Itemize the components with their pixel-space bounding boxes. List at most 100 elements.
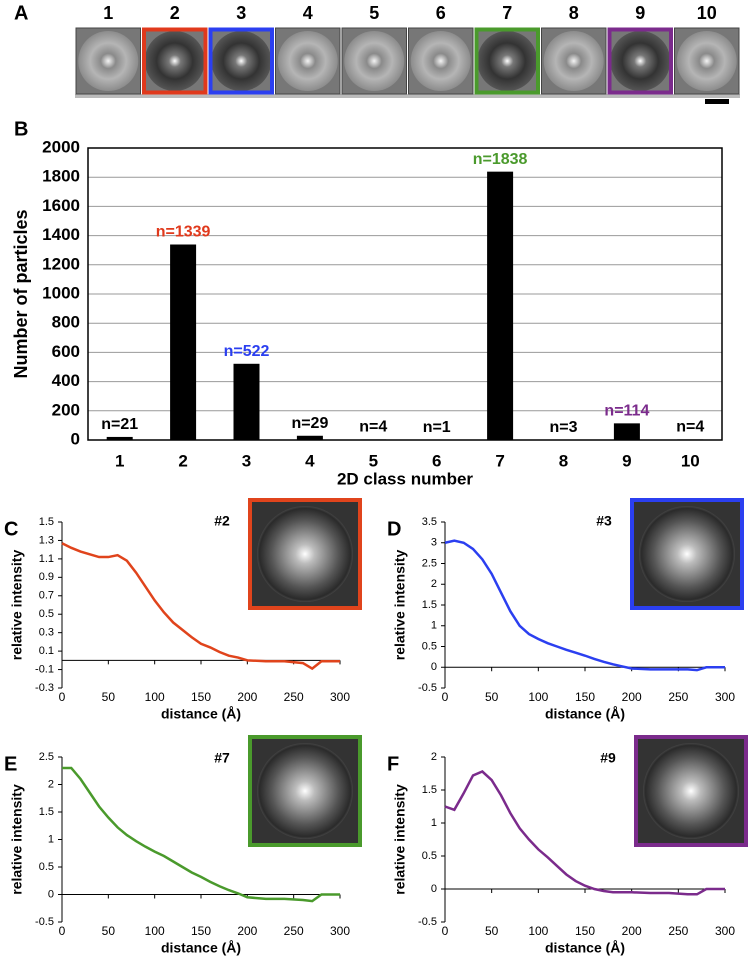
x-axis-title: 2D class number (337, 469, 473, 488)
x-tick-label: 250 (668, 690, 688, 704)
inset-average (639, 506, 735, 602)
y-tick-label: 1.5 (422, 784, 437, 796)
image-number: 5 (369, 3, 379, 23)
inset-average (643, 743, 739, 839)
y-tick-label: 0.1 (39, 645, 54, 657)
x-axis-title: distance (Å) (545, 940, 625, 956)
x-tick-label: 150 (191, 690, 211, 704)
value-label: n=114 (604, 403, 649, 420)
scale-bar (705, 99, 729, 104)
y-tick-label: 0 (431, 883, 437, 895)
y-tick-label: 0.5 (422, 640, 437, 652)
x-tick-label: 50 (485, 690, 499, 704)
class-image (477, 31, 537, 91)
image-number: 8 (569, 3, 579, 23)
x-tick-label: 0 (442, 690, 449, 704)
x-tick-label: 3 (242, 451, 251, 470)
bar (487, 172, 513, 440)
class-image (677, 31, 737, 91)
x-axis-title: distance (Å) (161, 706, 241, 722)
y-tick-label: 200 (52, 400, 80, 419)
x-tick-label: 150 (575, 690, 595, 704)
bar (614, 423, 640, 440)
image-number: 3 (236, 3, 246, 23)
class-image (145, 31, 205, 91)
y-tick-label: 1 (431, 620, 437, 632)
y-tick-label: 1 (48, 833, 54, 845)
x-tick-label: 10 (681, 451, 700, 470)
y-tick-label: 0.5 (422, 850, 437, 862)
y-tick-label: 0.3 (39, 627, 54, 639)
y-axis-title: relative intensity (392, 550, 408, 661)
x-tick-label: 300 (330, 924, 350, 938)
value-label: n=29 (291, 415, 328, 432)
x-axis-title: distance (Å) (161, 940, 241, 956)
image-number: 6 (436, 3, 446, 23)
class-image (78, 31, 138, 91)
x-tick-label: 1 (115, 451, 124, 470)
value-label: n=522 (224, 343, 270, 360)
y-tick-label: 0.5 (39, 608, 54, 620)
panel-label: D (387, 518, 401, 540)
x-tick-label: 100 (528, 690, 548, 704)
image-number: 4 (303, 3, 313, 23)
y-tick-label: 1200 (42, 254, 80, 273)
value-label: n=1838 (473, 151, 528, 168)
x-tick-label: 50 (102, 924, 116, 938)
y-tick-label: 1400 (42, 225, 80, 244)
x-tick-label: 200 (237, 690, 257, 704)
inset-label: #7 (214, 750, 230, 766)
y-tick-label: 800 (52, 313, 80, 332)
y-tick-label: -0.5 (418, 682, 437, 694)
x-tick-label: 0 (442, 924, 449, 938)
y-tick-label: -0.5 (418, 916, 437, 928)
x-tick-label: 200 (622, 924, 642, 938)
y-tick-label: 2 (48, 778, 54, 790)
y-axis-title: relative intensity (392, 784, 408, 895)
panel-label: E (4, 753, 17, 775)
inset-label: #2 (214, 513, 230, 529)
y-tick-label: 2000 (42, 137, 80, 156)
value-label: n=4 (359, 419, 387, 436)
y-tick-label: 400 (52, 371, 80, 390)
class-image (411, 31, 471, 91)
value-label: n=1339 (156, 224, 211, 241)
x-tick-label: 9 (622, 451, 631, 470)
y-tick-label: 1800 (42, 167, 80, 186)
x-tick-label: 4 (305, 451, 315, 470)
bar (107, 437, 133, 440)
x-tick-label: 250 (284, 924, 304, 938)
bar (297, 436, 323, 440)
value-label: n=4 (676, 419, 704, 436)
x-tick-label: 8 (559, 451, 568, 470)
value-label: n=3 (549, 419, 577, 436)
x-tick-label: 50 (485, 924, 499, 938)
image-number: 1 (103, 3, 113, 23)
image-number: 10 (697, 3, 717, 23)
inset-average (257, 743, 353, 839)
x-tick-label: 200 (622, 690, 642, 704)
y-tick-label: 1000 (42, 283, 80, 302)
panel-label: C (4, 518, 18, 540)
y-tick-label: 1.5 (39, 516, 54, 528)
x-tick-label: 7 (495, 451, 504, 470)
y-tick-label: 0.7 (39, 590, 54, 602)
bar (677, 439, 703, 440)
value-label: n=1 (423, 419, 451, 436)
x-tick-label: 150 (191, 924, 211, 938)
y-tick-label: 1.1 (39, 553, 54, 565)
value-label: n=21 (101, 416, 138, 433)
y-tick-label: 2 (431, 751, 437, 763)
class-image (278, 31, 338, 91)
y-tick-label: 0.5 (39, 861, 54, 873)
x-tick-label: 200 (237, 924, 257, 938)
y-tick-label: -0.3 (35, 682, 54, 694)
inset-label: #9 (600, 750, 616, 766)
x-tick-label: 300 (715, 690, 735, 704)
y-tick-label: 1.3 (39, 534, 54, 546)
y-tick-label: 1.5 (422, 599, 437, 611)
y-tick-label: 3 (431, 537, 437, 549)
x-tick-label: 5 (369, 451, 378, 470)
inset-label: #3 (596, 513, 612, 529)
